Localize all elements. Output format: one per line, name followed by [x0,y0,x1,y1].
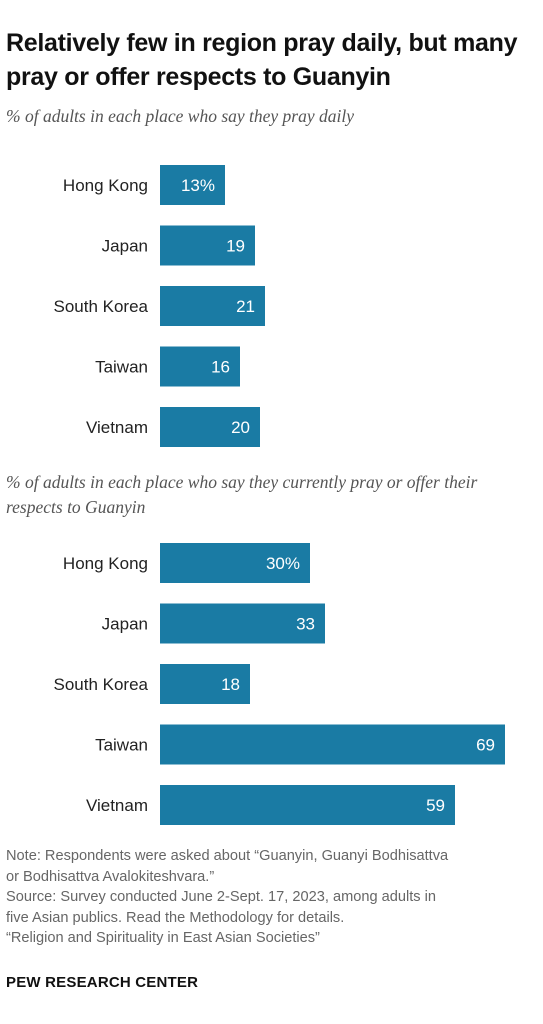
value-label: 19 [226,237,245,256]
bar [160,664,250,704]
pew-research-center-logo: PEW RESEARCH CENTER [6,974,199,991]
bar [160,407,260,447]
category-label: Hong Kong [63,554,148,573]
report-title-line: “Religion and Spirituality in East Asian… [6,930,320,946]
bar [160,225,255,266]
category-label: Vietnam [86,418,148,437]
chart-1-subtitle: % of adults in each place who say they p… [6,106,354,126]
value-label: 69 [476,736,495,755]
value-label: 59 [426,796,445,815]
category-label: Taiwan [95,736,148,755]
category-label: Hong Kong [63,176,148,195]
bar [160,286,265,326]
category-label: Japan [102,615,148,634]
bar [160,346,240,387]
bar [160,724,505,765]
value-label: 13% [181,176,215,195]
category-label: Vietnam [86,796,148,815]
category-label: Japan [102,237,148,256]
guanyin-bar-chart: Hong Kong 30% Japan 33 South Korea 18 Taiwan 69… [53,543,505,825]
bar [160,603,325,644]
pray-daily-bar-chart: Hong Kong 13% Japan 19 South Korea 21 Taiwan 16… [53,165,265,447]
chart-2-subtitle: % of adults in each place who say they c… [6,472,478,517]
note-line: Note: Respondents were asked about “Guan… [6,848,449,864]
bar [160,543,310,583]
bar [160,165,225,205]
bar [160,785,455,825]
chart-title: Relatively few in region pray daily, but… [6,29,518,91]
category-label: South Korea [53,297,148,316]
value-label: 16 [211,358,230,377]
source-line: Source: Survey conducted June 2-Sept. 17… [6,889,436,905]
category-label: Taiwan [95,358,148,377]
note-line: or Bodhisattva Avalokiteshvara.” [6,868,215,885]
notes-block: Note: Respondents were asked about “Guan… [6,846,541,949]
value-label: 30% [266,554,300,573]
value-label: 18 [221,675,240,694]
category-label: South Korea [53,675,148,694]
value-label: 20 [231,418,250,437]
value-label: 33 [296,615,315,634]
source-line: five Asian publics. Read the Methodology… [6,909,345,926]
value-label: 21 [236,297,255,316]
